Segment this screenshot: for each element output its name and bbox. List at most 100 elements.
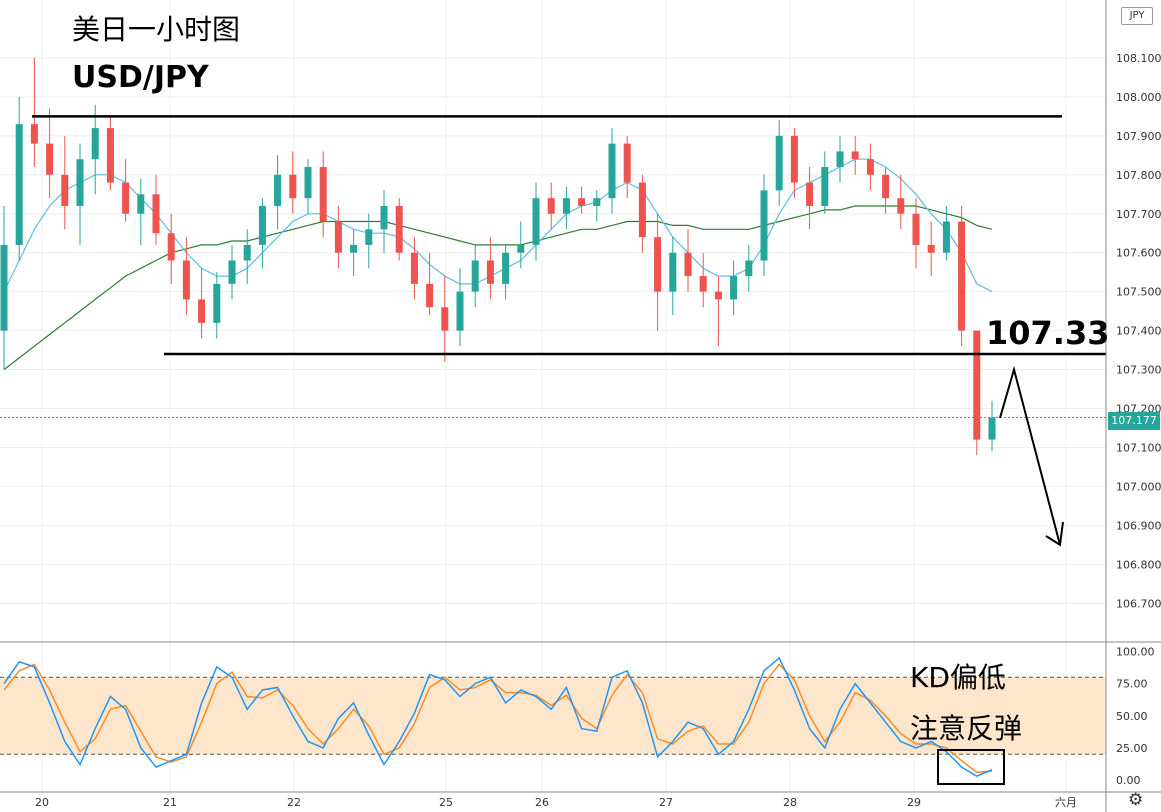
candle-body bbox=[684, 252, 692, 277]
projection-arrow bbox=[999, 365, 1061, 546]
candle-body bbox=[122, 182, 130, 214]
candle-body bbox=[760, 190, 768, 261]
candle-body bbox=[517, 244, 525, 253]
price-tick-label: 106.700 bbox=[1116, 597, 1161, 610]
candle-body bbox=[851, 151, 859, 160]
time-tick-label: 28 bbox=[783, 796, 797, 809]
price-tick-label: 108.000 bbox=[1116, 91, 1161, 104]
kd-highlight-box bbox=[937, 749, 1005, 785]
price-tick-label: 107.100 bbox=[1116, 441, 1161, 454]
price-tick-label: 107.500 bbox=[1116, 286, 1161, 299]
time-tick-label: 22 bbox=[287, 796, 301, 809]
candle-body bbox=[699, 276, 707, 292]
candle-body bbox=[137, 194, 145, 214]
candle-body bbox=[319, 167, 327, 222]
k-line bbox=[3, 656, 993, 777]
candle-body bbox=[0, 244, 8, 331]
candle-body bbox=[608, 143, 616, 199]
candle-body bbox=[289, 174, 297, 199]
symbol-label: USD/JPY bbox=[72, 60, 209, 95]
candle-body bbox=[76, 159, 84, 206]
candle-body bbox=[380, 205, 388, 230]
candle-body bbox=[350, 244, 358, 253]
time-tick-label: 26 bbox=[535, 796, 549, 809]
currency-badge[interactable]: JPY bbox=[1121, 7, 1153, 25]
candle-body bbox=[836, 151, 844, 168]
key-level-label: 107.33 bbox=[986, 314, 1110, 352]
candle-body bbox=[882, 174, 890, 199]
candle-body bbox=[669, 252, 677, 292]
candle-body bbox=[593, 198, 601, 206]
candle-body bbox=[91, 128, 99, 160]
candle-body bbox=[198, 299, 206, 323]
kd-lines bbox=[3, 656, 1005, 785]
candle-body bbox=[167, 233, 175, 261]
ma-fast-line bbox=[3, 158, 993, 293]
price-tick-label: 107.700 bbox=[1116, 208, 1161, 221]
price-tick-label: 106.900 bbox=[1116, 519, 1161, 532]
candle-body bbox=[334, 221, 342, 253]
candle-body bbox=[942, 221, 950, 253]
candle-body bbox=[958, 221, 966, 331]
time-tick-label: 六月 bbox=[1055, 796, 1077, 809]
candle-body bbox=[547, 198, 555, 214]
candle-body bbox=[927, 244, 935, 253]
kd-tick-label: 0.00 bbox=[1116, 774, 1141, 787]
candle-body bbox=[790, 135, 798, 183]
candle-body bbox=[182, 260, 190, 300]
candle-body bbox=[745, 260, 753, 277]
price-tick-label: 108.100 bbox=[1116, 52, 1161, 65]
candle-body bbox=[61, 174, 69, 206]
candle-body bbox=[866, 159, 874, 175]
candle-body bbox=[365, 229, 373, 245]
candle-body bbox=[897, 198, 905, 214]
candle-body bbox=[395, 205, 403, 253]
candle-body bbox=[304, 167, 312, 199]
candle-body bbox=[486, 260, 494, 284]
candle-body bbox=[730, 276, 738, 300]
candle-body bbox=[623, 143, 631, 183]
kd-note-line1: KD偏低 bbox=[910, 661, 1006, 694]
candlesticks bbox=[0, 57, 996, 456]
price-tick-label: 107.000 bbox=[1116, 480, 1161, 493]
candle-body bbox=[502, 252, 510, 284]
candle-body bbox=[821, 167, 829, 206]
price-tick-label: 107.800 bbox=[1116, 169, 1161, 182]
kd-panel bbox=[0, 676, 1106, 755]
candle-body bbox=[15, 124, 23, 245]
candle-body bbox=[213, 283, 221, 323]
time-tick-label: 27 bbox=[659, 796, 673, 809]
moving-averages bbox=[3, 158, 993, 371]
gear-icon[interactable]: ⚙ bbox=[1128, 790, 1144, 810]
candle-body bbox=[152, 194, 160, 234]
candle-body bbox=[243, 244, 251, 261]
kd-tick-label: 50.00 bbox=[1116, 710, 1148, 723]
candle-body bbox=[973, 330, 981, 440]
kd-tick-label: 100.00 bbox=[1116, 646, 1155, 659]
candle-body bbox=[471, 260, 479, 292]
time-tick-label: 20 bbox=[35, 796, 49, 809]
kd-tick-label: 75.00 bbox=[1116, 678, 1148, 691]
time-tick-label: 21 bbox=[163, 796, 177, 809]
kd-note-line2: 注意反弹 bbox=[910, 712, 1023, 745]
candle-body bbox=[562, 198, 570, 214]
candle-body bbox=[258, 205, 266, 245]
candle-body bbox=[988, 417, 996, 440]
price-grid bbox=[0, 0, 1106, 792]
price-tick-label: 107.900 bbox=[1116, 130, 1161, 143]
chart-title: 美日一小时图 bbox=[72, 13, 241, 46]
time-tick-label: 29 bbox=[907, 796, 921, 809]
candle-body bbox=[532, 198, 540, 245]
candle-body bbox=[638, 182, 646, 238]
candle-body bbox=[714, 291, 722, 300]
candle-body bbox=[806, 182, 814, 206]
candle-body bbox=[654, 237, 662, 292]
candle-body bbox=[912, 213, 920, 245]
projection-arrowhead bbox=[1045, 521, 1064, 547]
price-tick-label: 107.400 bbox=[1116, 325, 1161, 338]
time-tick-label: 25 bbox=[439, 796, 453, 809]
price-tick-label: 107.300 bbox=[1116, 364, 1161, 377]
candle-body bbox=[106, 128, 114, 183]
